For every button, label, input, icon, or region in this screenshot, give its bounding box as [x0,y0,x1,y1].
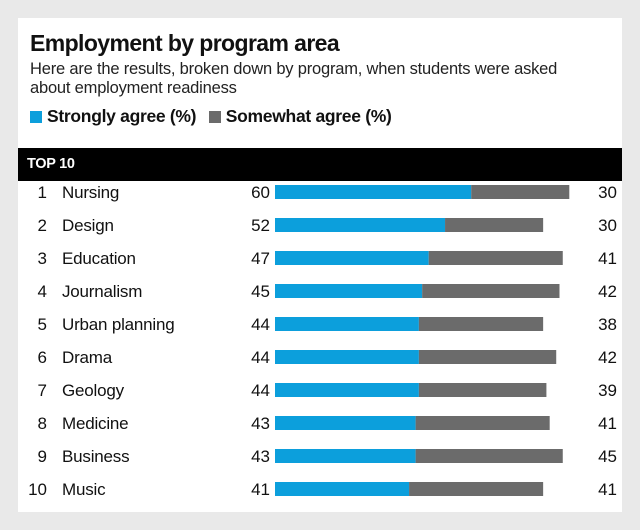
rank-label: 7 [38,381,47,400]
value-label-strongly-agree: 44 [251,315,270,334]
category-label-drama: Drama [62,348,113,367]
category-label-design: Design [62,216,114,235]
bar-somewhat-agree-medicine [415,416,550,430]
value-label-strongly-agree: 52 [251,216,270,235]
value-label-strongly-agree: 45 [251,282,270,301]
legend-label-strongly-agree: Strongly agree (%) [47,106,197,126]
value-label-somewhat-agree: 41 [598,249,617,268]
bar-somewhat-agree-drama [418,350,557,364]
section-band: TOP 10 [18,148,622,181]
chart-card: Employment by program area Here are the … [18,18,622,512]
bar-somewhat-agree-urban-planning [418,317,544,331]
value-label-somewhat-agree: 45 [598,447,617,466]
legend-swatch-strongly-agree [30,111,42,123]
value-label-somewhat-agree: 30 [598,183,617,202]
bar-strongly-agree-drama [275,350,419,364]
value-label-strongly-agree: 43 [251,414,270,433]
value-label-strongly-agree: 47 [251,249,270,268]
bar-somewhat-agree-music [409,482,544,496]
value-label-somewhat-agree: 30 [598,216,617,235]
bar-chart: 1 Nursing 60 30 2 Design 52 30 3 Education 47 41 4 Jo… [28,183,617,499]
rank-label: 4 [38,282,47,301]
bar-somewhat-agree-geology [418,383,547,397]
bar-strongly-agree-education [275,251,429,265]
rank-label: 1 [38,183,47,202]
bar-strongly-agree-business [275,449,416,463]
value-label-strongly-agree: 43 [251,447,270,466]
category-label-geology: Geology [62,381,125,400]
bar-strongly-agree-geology [275,383,419,397]
value-label-somewhat-agree: 41 [598,414,617,433]
rank-label: 3 [38,249,47,268]
value-label-somewhat-agree: 42 [598,282,617,301]
bar-strongly-agree-design [275,218,446,232]
bar-somewhat-agree-journalism [422,284,560,298]
value-label-somewhat-agree: 39 [598,381,617,400]
category-label-education: Education [62,249,136,268]
rank-label: 10 [28,480,47,499]
category-label-music: Music [62,480,106,499]
rank-label: 2 [38,216,47,235]
legend-label-somewhat-agree: Somewhat agree (%) [225,106,392,126]
category-label-medicine: Medicine [62,414,128,433]
legend-item-somewhat-agree: Somewhat agree (%) [208,106,392,127]
value-label-strongly-agree: 44 [251,348,270,367]
bar-somewhat-agree-education [428,251,563,265]
category-label-journalism: Journalism [62,282,142,301]
legend-item-strongly-agree: Strongly agree (%) [30,106,197,127]
value-label-somewhat-agree: 42 [598,348,617,367]
value-label-strongly-agree: 41 [251,480,270,499]
chart-subtitle: Here are the results, broken down by pro… [30,60,558,97]
bar-strongly-agree-music [275,482,410,496]
category-label-business: Business [62,447,129,466]
chart-legend: Strongly agree (%) Somewhat agree (%) [30,106,400,127]
value-label-strongly-agree: 44 [251,381,270,400]
value-label-somewhat-agree: 41 [598,480,617,499]
rank-label: 5 [38,315,47,334]
category-label-urban-planning: Urban planning [62,315,175,334]
rank-label: 9 [38,447,47,466]
bar-somewhat-agree-business [415,449,563,463]
legend-swatch-somewhat-agree [208,111,221,123]
chart-title: Employment by program area [30,30,340,56]
bar-strongly-agree-journalism [275,284,423,298]
value-label-strongly-agree: 60 [251,183,270,202]
bar-strongly-agree-medicine [275,416,416,430]
bar-strongly-agree-urban-planning [275,317,419,331]
category-label-nursing: Nursing [62,183,119,202]
section-label: TOP 10 [27,156,75,172]
rank-label: 8 [38,414,47,433]
rank-label: 6 [38,348,47,367]
bar-somewhat-agree-nursing [471,185,570,199]
bar-somewhat-agree-design [445,218,544,232]
bar-strongly-agree-nursing [275,185,472,199]
value-label-somewhat-agree: 38 [598,315,617,334]
